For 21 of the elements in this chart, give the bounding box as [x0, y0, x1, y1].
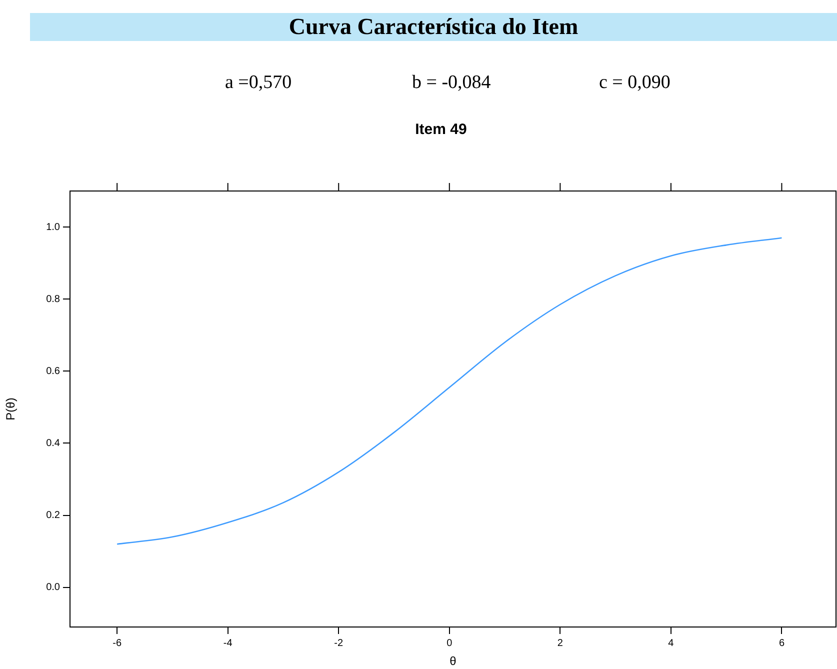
x-axis-title: θ [450, 654, 457, 668]
y-tick-label: 0.4 [46, 438, 60, 449]
y-tick-label: 0.6 [46, 366, 60, 377]
y-tick-label: 0.8 [46, 294, 60, 305]
chart-title: Curva Característica do Item [30, 13, 837, 41]
text: a =0,570 [225, 72, 292, 94]
y-tick-label: 0.0 [46, 582, 60, 594]
x-tick-label: -2 [334, 638, 344, 649]
y-axis-title: P(θ) [4, 398, 18, 420]
text: c = 0,090 [599, 72, 670, 94]
x-tick-label: 2 [557, 638, 564, 649]
x-tick-label: 6 [778, 638, 785, 649]
x-tick-label: -4 [223, 638, 233, 649]
x-tick-label: 4 [668, 638, 674, 649]
y-tick-label: 0.2 [46, 510, 60, 522]
line-series [116, 237, 782, 545]
text: b = -0,084 [412, 72, 491, 94]
chart-subtitle: Item 49 [414, 121, 468, 138]
x-tick-label: 0 [446, 638, 453, 649]
x-tick-label: -6 [112, 638, 122, 649]
y-tick-label: 1.0 [46, 222, 60, 233]
